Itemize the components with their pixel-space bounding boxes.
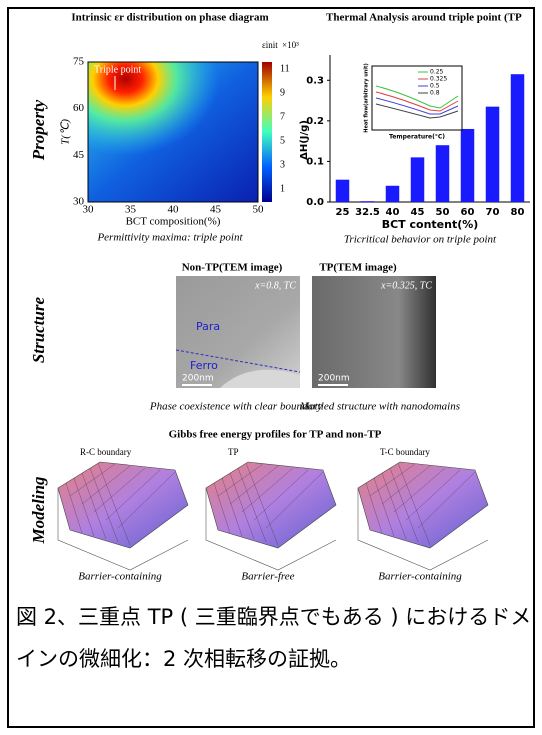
x-tick-label: 45	[411, 207, 425, 218]
x-tick-label: 25	[336, 207, 350, 218]
panel-title: Intrinsic εr distribution on phase diagr…	[71, 12, 268, 24]
bar	[486, 107, 500, 202]
bar	[411, 157, 425, 202]
scale-label: 200nm	[318, 374, 350, 384]
surface-label: R-C boundary	[80, 447, 132, 457]
colorbar-tick: 5	[280, 135, 285, 146]
x-tick-label: 50	[436, 207, 450, 218]
tem-image	[312, 276, 436, 388]
surface	[206, 462, 336, 548]
annotation: Triple point	[94, 64, 141, 75]
colorbar-label: εinit	[262, 40, 278, 50]
x-tick-label: 40	[386, 207, 400, 218]
panel-caption: Barrier-containing	[378, 571, 462, 583]
colorbar-tick: 1	[280, 183, 285, 194]
figure-page: Property Structure Modeling Intrinsic εr…	[0, 0, 542, 735]
colorbar-tick: 11	[280, 63, 290, 74]
inset-legend: 0.325	[430, 76, 447, 83]
figure-caption: 図 2、三重点 TP ( 三重臨界点でもある ) におけるドメインの微細化：2 …	[16, 596, 532, 680]
colorbar-unit: ×10³	[282, 40, 299, 50]
surface-label: T-C boundary	[380, 447, 430, 457]
inset-frame	[372, 66, 462, 130]
bar	[361, 201, 375, 202]
panel-title: Non-TP(TEM image)	[182, 262, 283, 274]
heatmap-hot	[88, 62, 258, 202]
x-tick-label: 40	[168, 204, 180, 216]
colorbar-tick: 9	[280, 87, 285, 98]
chart-title: Thermal Analysis around triple point (TP	[326, 12, 522, 24]
panel-caption: Phase coexistence with clear boundary	[149, 401, 322, 413]
inset-x-label: Temperature(°C)	[389, 134, 445, 141]
x-tick-label: 30	[83, 204, 95, 216]
inset-legend: 0.5	[430, 83, 440, 90]
row-label: Structure	[29, 296, 48, 363]
colorbar-tick: 3	[280, 159, 285, 170]
tem-label: x=0.325, TC	[380, 280, 432, 291]
colorbar	[262, 62, 272, 202]
scale-label: 200nm	[182, 374, 214, 384]
bar	[436, 145, 450, 202]
x-tick-label: 45	[210, 204, 222, 216]
y-label: T(℃)	[60, 119, 72, 145]
y-tick-label: 75	[73, 56, 85, 68]
panel-title: Gibbs free energy profiles for TP and no…	[169, 429, 382, 441]
bar	[336, 180, 350, 202]
row-label: Property	[29, 99, 48, 161]
phase-label: Ferro	[190, 359, 218, 372]
colorbar-tick: 7	[280, 111, 285, 122]
panel-caption: Barrier-containing	[78, 571, 162, 583]
x-tick-label: 50	[253, 204, 265, 216]
inset-y-label: Heat flow(arbitrary unit)	[364, 63, 370, 132]
inset-legend: 0.8	[430, 90, 440, 97]
x-tick-label: 80	[511, 207, 525, 218]
panel-caption: Barrier-free	[241, 571, 294, 583]
panel-caption: Mottled structure with nanodomains	[299, 401, 460, 413]
y-tick-label: 60	[73, 102, 85, 114]
inset-legend: 0.25	[430, 69, 444, 76]
surface	[58, 462, 188, 548]
panel-caption: Tricritical behavior on triple point	[344, 234, 497, 246]
y-tick-label: 0.3	[306, 75, 324, 86]
x-label: BCT composition(%)	[126, 216, 221, 228]
row-label: Modeling	[29, 476, 48, 545]
x-tick-label: 70	[486, 207, 500, 218]
x-tick-label: 60	[461, 207, 475, 218]
x-label: BCT content(%)	[382, 218, 479, 231]
y-tick-label: 0.0	[306, 197, 324, 208]
y-tick-label: 45	[73, 149, 85, 161]
x-tick-label: 32.5	[355, 207, 380, 218]
surface-label: TP	[228, 447, 239, 457]
bar	[511, 74, 525, 202]
y-label: ΔH(J/g)	[299, 120, 310, 160]
bar	[386, 186, 400, 202]
panel-caption: Permittivity maxima: triple point	[96, 232, 243, 244]
x-tick-label: 35	[125, 204, 137, 216]
tem-label: x=0.8, TC	[254, 280, 296, 291]
surface	[358, 462, 488, 548]
phase-label: Para	[196, 320, 220, 333]
panel-title: TP(TEM image)	[319, 262, 397, 274]
bar	[461, 129, 475, 202]
